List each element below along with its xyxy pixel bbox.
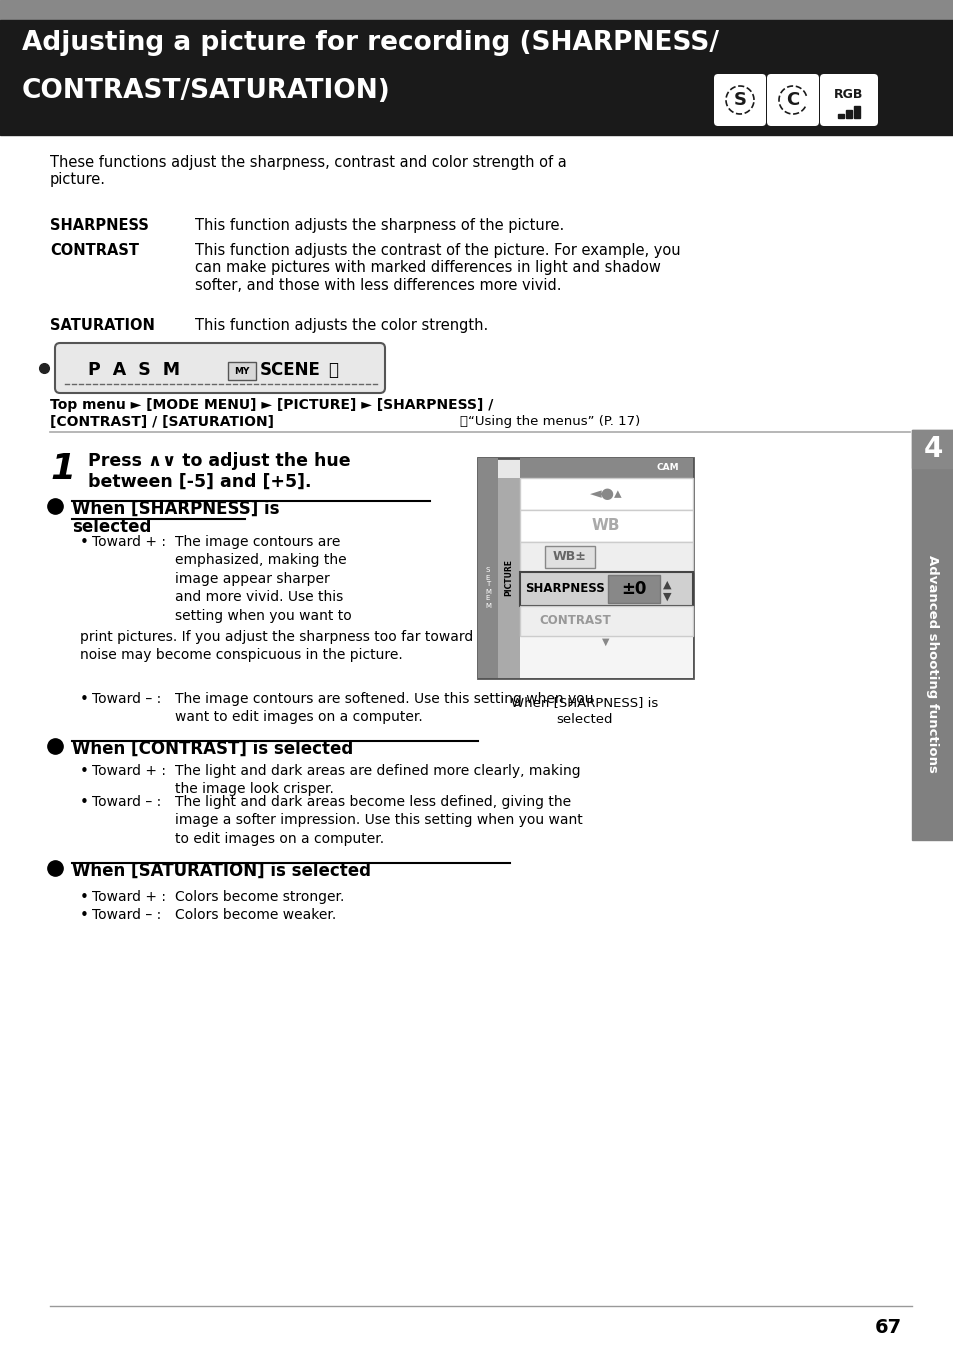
Text: The image contours are softened. Use this setting when you
want to edit images o: The image contours are softened. Use thi… (174, 692, 593, 725)
Text: Toward + :: Toward + : (91, 890, 166, 904)
Bar (911, 430, 953, 840)
Bar (607, 575, 659, 603)
Text: SATURATION: SATURATION (50, 318, 154, 332)
Text: ▼: ▼ (601, 636, 609, 647)
Text: Press ∧∨ to adjust the hue
between [-5] and [+5].: Press ∧∨ to adjust the hue between [-5] … (88, 452, 351, 491)
Text: Toward + :: Toward + : (91, 764, 166, 778)
Text: •: • (80, 908, 89, 923)
Text: Toward – :: Toward – : (91, 692, 161, 706)
Text: Top menu ► [MODE MENU] ► [PICTURE] ► [SHARPNESS] /: Top menu ► [MODE MENU] ► [PICTURE] ► [SH… (50, 398, 493, 413)
Text: •: • (80, 795, 89, 810)
FancyBboxPatch shape (820, 75, 877, 126)
Text: RGB: RGB (834, 87, 862, 100)
Text: •: • (80, 692, 89, 707)
Bar (837, 114, 843, 118)
Text: ◄●▴: ◄●▴ (589, 487, 621, 502)
Text: MY: MY (234, 366, 250, 376)
Bar (0, 0, 953, 20)
Text: This function adjusts the contrast of the picture. For example, you
can make pic: This function adjusts the contrast of th… (194, 243, 679, 293)
FancyBboxPatch shape (55, 343, 385, 394)
Text: WB±: WB± (553, 551, 586, 563)
Bar (519, 478, 692, 510)
Text: •: • (80, 535, 89, 550)
Text: 1: 1 (50, 452, 75, 486)
Text: •: • (80, 890, 89, 905)
Text: The image contours are
emphasized, making the
image appear sharper
and more vivi: The image contours are emphasized, makin… (174, 535, 352, 623)
Text: 4: 4 (923, 436, 942, 463)
Text: The light and dark areas are defined more clearly, making
the image look crisper: The light and dark areas are defined mor… (174, 764, 580, 797)
Text: Colors become stronger.: Colors become stronger. (174, 890, 344, 904)
Text: [CONTRAST] / [SATURATION]: [CONTRAST] / [SATURATION] (50, 415, 274, 429)
Bar (519, 459, 692, 678)
Bar (519, 459, 692, 478)
Text: CONTRAST: CONTRAST (50, 243, 139, 258)
Text: C: C (785, 91, 799, 109)
Text: Adjusting a picture for recording (SHARPNESS/: Adjusting a picture for recording (SHARP… (22, 30, 719, 56)
Text: ±0: ±0 (620, 579, 646, 598)
Text: CAM: CAM (656, 464, 679, 472)
Text: S: S (733, 91, 745, 109)
Text: The light and dark areas become less defined, giving the
image a softer impressi: The light and dark areas become less def… (174, 795, 582, 845)
Text: print pictures. If you adjust the sharpness too far toward +,
noise may become c: print pictures. If you adjust the sharpn… (80, 630, 493, 662)
Bar (228, 362, 255, 380)
Bar (0, 20, 953, 134)
Text: P  A  S  M: P A S M (88, 361, 180, 379)
Text: S
E
T
M
E
M: S E T M E M (484, 567, 491, 608)
Bar (519, 607, 692, 636)
Bar (497, 478, 519, 678)
Bar (477, 459, 497, 678)
Bar (519, 541, 692, 573)
Text: When [SATURATION] is selected: When [SATURATION] is selected (71, 862, 371, 879)
Text: 67: 67 (874, 1318, 901, 1337)
Text: ▲: ▲ (662, 579, 671, 590)
FancyBboxPatch shape (766, 75, 818, 126)
Text: Toward – :: Toward – : (91, 795, 161, 809)
Text: 🎥: 🎥 (328, 361, 337, 379)
Bar (519, 573, 692, 607)
Text: This function adjusts the color strength.: This function adjusts the color strength… (194, 318, 488, 332)
Text: These functions adjust the sharpness, contrast and color strength of a
picture.: These functions adjust the sharpness, co… (50, 155, 566, 187)
FancyBboxPatch shape (713, 75, 765, 126)
Text: SHARPNESS: SHARPNESS (50, 218, 149, 233)
Text: When [SHARPNESS] is
selected: When [SHARPNESS] is selected (511, 696, 658, 726)
Bar (853, 106, 859, 118)
Text: ▼: ▼ (662, 592, 671, 603)
Bar (911, 430, 953, 468)
Text: •: • (80, 764, 89, 779)
Text: SHARPNESS: SHARPNESS (524, 582, 604, 596)
Text: WB: WB (591, 518, 619, 533)
Text: When [SHARPNESS] is: When [SHARPNESS] is (71, 499, 279, 518)
Text: SCENE: SCENE (260, 361, 320, 379)
Text: CONTRAST/SATURATION): CONTRAST/SATURATION) (22, 77, 391, 104)
Text: 📖“Using the menus” (P. 17): 📖“Using the menus” (P. 17) (459, 415, 639, 427)
Text: CONTRAST: CONTRAST (538, 615, 610, 627)
FancyBboxPatch shape (544, 546, 595, 569)
Text: Advanced shooting functions: Advanced shooting functions (925, 555, 939, 773)
Text: Toward + :: Toward + : (91, 535, 166, 550)
Text: Toward – :: Toward – : (91, 908, 161, 921)
Text: selected: selected (71, 518, 152, 536)
Bar (845, 110, 851, 118)
Text: This function adjusts the sharpness of the picture.: This function adjusts the sharpness of t… (194, 218, 563, 233)
Text: PICTURE: PICTURE (504, 559, 513, 597)
Text: When [CONTRAST] is selected: When [CONTRAST] is selected (71, 740, 353, 759)
Text: Colors become weaker.: Colors become weaker. (174, 908, 335, 921)
Bar (519, 510, 692, 541)
Bar (477, 459, 692, 678)
